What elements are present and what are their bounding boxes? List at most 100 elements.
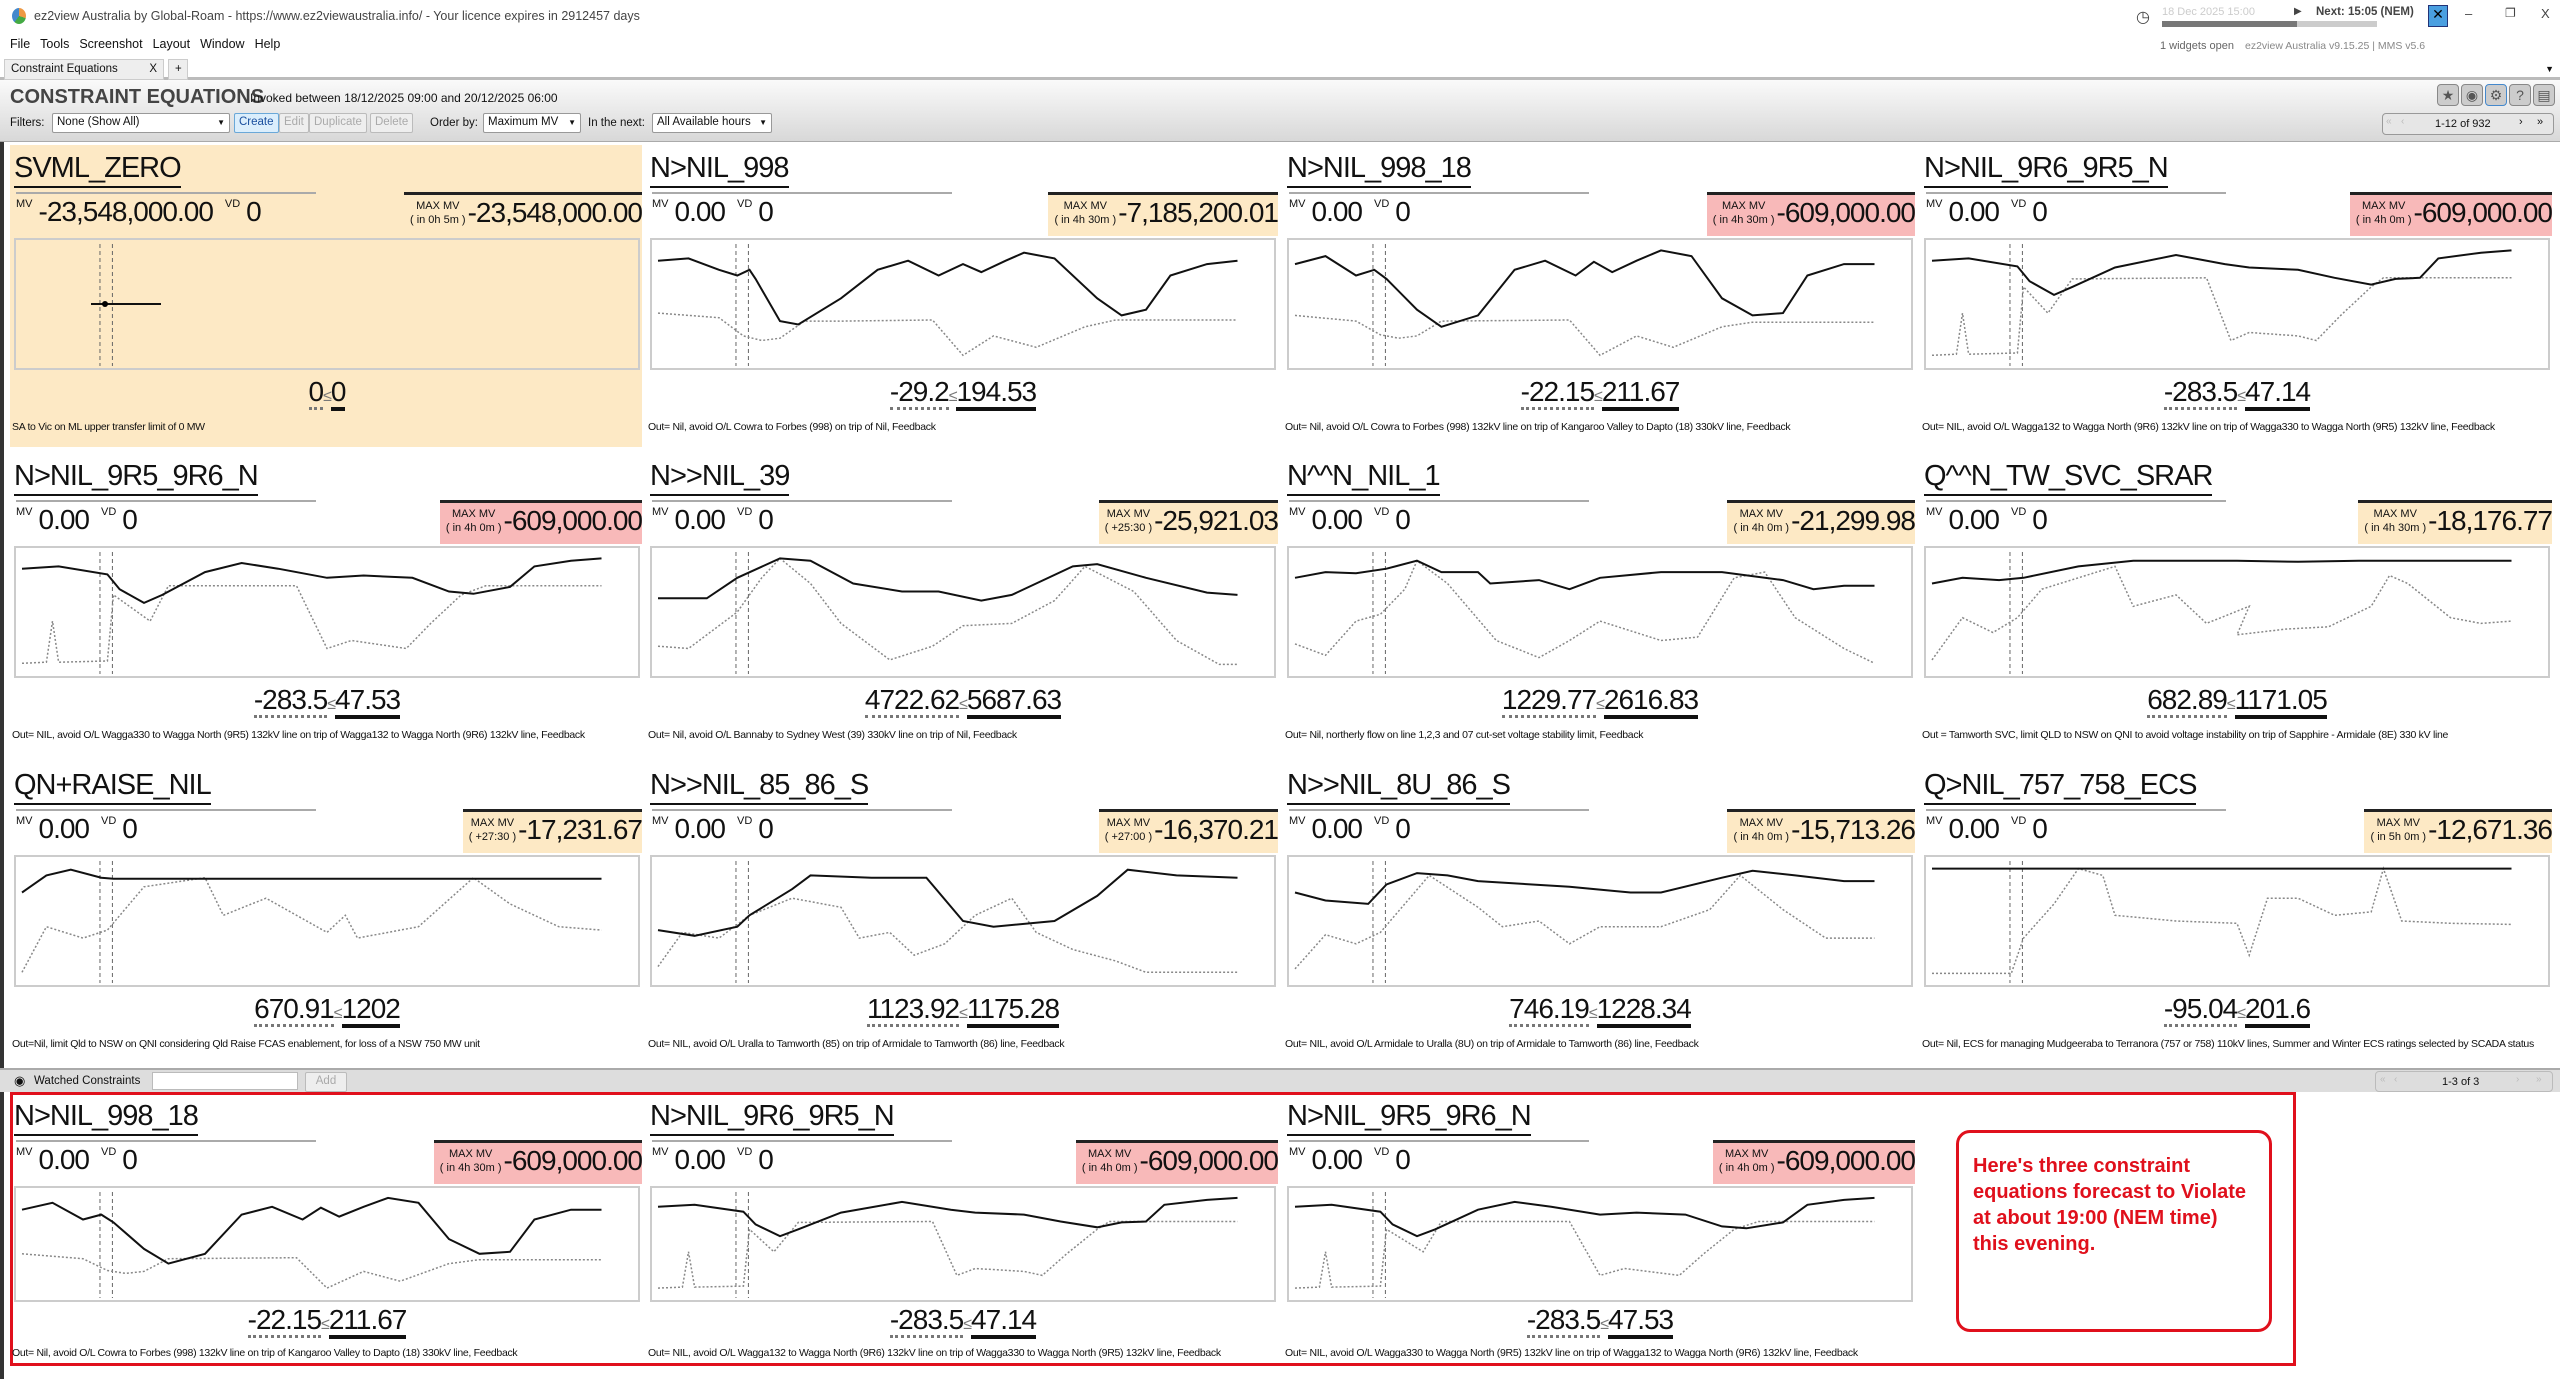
create-button[interactable]: Create bbox=[234, 113, 279, 133]
order-by-select[interactable]: Maximum MV ▼ bbox=[483, 113, 581, 133]
constraint-sparkline[interactable] bbox=[1287, 855, 1913, 987]
constraint-sparkline[interactable] bbox=[1924, 546, 2550, 678]
constraint-sparkline[interactable] bbox=[14, 1186, 640, 1302]
edit-button[interactable]: Edit bbox=[279, 113, 309, 133]
comment-icon[interactable]: ▤ bbox=[2533, 84, 2555, 106]
constraint-card[interactable]: N>>NIL_8U_86_S MV 0.00 VD 0 MAX MV ( in 4h 0m … bbox=[1285, 767, 1916, 1067]
constraint-sparkline[interactable] bbox=[650, 238, 1276, 370]
add-watch-button[interactable]: Add bbox=[305, 1072, 347, 1092]
constraint-sparkline[interactable] bbox=[14, 855, 640, 987]
constraint-card[interactable]: N>NIL_9R5_9R6_N MV 0.00 VD 0 MAX MV ( in 4h 0m… bbox=[1285, 1098, 1916, 1398]
add-tab-button[interactable]: + bbox=[168, 59, 188, 80]
duplicate-button[interactable]: Duplicate bbox=[309, 113, 367, 133]
mv-label: MV bbox=[1289, 1146, 1306, 1158]
constraint-sparkline[interactable] bbox=[1924, 855, 2550, 987]
close-button[interactable]: X bbox=[2541, 6, 2550, 21]
constraint-card[interactable]: N>>NIL_39 MV 0.00 VD 0 MAX MV ( +25:30 ) -25,92… bbox=[648, 458, 1279, 758]
constraint-id-link[interactable]: N>NIL_9R6_9R5_N bbox=[650, 1098, 895, 1136]
pin-icon[interactable]: ✕ bbox=[2428, 5, 2448, 27]
watch-constraint-input[interactable] bbox=[152, 1072, 298, 1090]
next-page-button[interactable]: › bbox=[2519, 116, 2523, 128]
play-icon[interactable]: ▶ bbox=[2294, 6, 2302, 17]
last-page-button[interactable]: » bbox=[2536, 1074, 2542, 1085]
favourite-star-icon[interactable]: ★ bbox=[2437, 84, 2459, 106]
constraint-card[interactable]: Q^^N_TW_SVC_SRAR MV 0.00 VD 0 MAX MV ( in 4h 3… bbox=[1922, 458, 2553, 758]
constraint-card[interactable]: QN+RAISE_NIL MV 0.00 VD 0 MAX MV ( +27:30 ) -17… bbox=[12, 767, 643, 1067]
constraint-card[interactable]: N>NIL_998 MV 0.00 VD 0 MAX MV ( in 4h 30m ) -7,… bbox=[648, 150, 1279, 450]
constraint-id-link[interactable]: Q>NIL_757_758_ECS bbox=[1924, 767, 2197, 805]
constraint-sparkline[interactable] bbox=[650, 546, 1276, 678]
constraint-id-link[interactable]: N>>NIL_39 bbox=[650, 458, 790, 496]
constraint-id-link[interactable]: Q^^N_TW_SVC_SRAR bbox=[1924, 458, 2213, 496]
constraint-sparkline[interactable] bbox=[1287, 238, 1913, 370]
menu-screenshot[interactable]: Screenshot bbox=[79, 37, 143, 51]
constraint-id-link[interactable]: N>>NIL_85_86_S bbox=[650, 767, 869, 805]
rhs-value: 47.53 bbox=[335, 684, 401, 719]
order-by-label: Order by: bbox=[430, 117, 478, 129]
mv-value: 0.00 bbox=[38, 1144, 90, 1175]
constraint-card[interactable]: N>NIL_998_18 MV 0.00 VD 0 MAX MV ( in 4h 30m )… bbox=[1285, 150, 1916, 450]
constraint-id-link[interactable]: N>NIL_9R5_9R6_N bbox=[1287, 1098, 1532, 1136]
menu-file[interactable]: File bbox=[10, 37, 31, 51]
constraint-card[interactable]: N>NIL_9R6_9R5_N MV 0.00 VD 0 MAX MV ( in 4h 0m… bbox=[648, 1098, 1279, 1398]
max-mv-value: -15,713.26 bbox=[1791, 814, 1916, 845]
constraint-sparkline[interactable] bbox=[1287, 546, 1913, 678]
time-slider[interactable] bbox=[2162, 21, 2297, 27]
constraint-id-link[interactable]: N>>NIL_8U_86_S bbox=[1287, 767, 1511, 805]
menu-window[interactable]: Window bbox=[200, 37, 245, 51]
constraint-id-link[interactable]: N>NIL_9R5_9R6_N bbox=[14, 458, 259, 496]
max-mv-box: MAX MV ( +27:30 ) -17,231.67 bbox=[462, 809, 643, 853]
constraint-id-link[interactable]: N>NIL_998_18 bbox=[14, 1098, 199, 1136]
tab-menu-chevron-icon[interactable]: ▼ bbox=[2545, 64, 2554, 74]
constraint-sparkline[interactable] bbox=[650, 855, 1276, 987]
constraint-sparkline[interactable] bbox=[14, 546, 640, 678]
lhs-rhs-readout: -283.5≤47.14 bbox=[648, 1304, 1278, 1339]
time-slider-future[interactable] bbox=[2297, 21, 2377, 27]
widget-toolbar: CONSTRAINT EQUATIONS Invoked between 18/… bbox=[0, 80, 2560, 142]
constraint-card[interactable]: N>NIL_9R6_9R5_N MV 0.00 VD 0 MAX MV ( in 4h 0m… bbox=[1922, 150, 2553, 450]
help-icon[interactable]: ? bbox=[2509, 84, 2531, 106]
gear-icon[interactable]: ⚙ bbox=[2485, 84, 2507, 106]
menu-tools[interactable]: Tools bbox=[40, 37, 70, 51]
vd-label: VD bbox=[2011, 815, 2027, 827]
constraint-card[interactable]: N>NIL_9R5_9R6_N MV 0.00 VD 0 MAX MV ( in 4h 0m… bbox=[12, 458, 643, 758]
first-page-button[interactable]: « bbox=[2380, 1074, 2386, 1085]
next-page-button[interactable]: › bbox=[2516, 1074, 2520, 1085]
filter-select[interactable]: None (Show All) ▼ bbox=[52, 113, 230, 133]
constraint-card[interactable]: N>NIL_998_18 MV 0.00 VD 0 MAX MV ( in 4h 30m )… bbox=[12, 1098, 643, 1398]
delete-button[interactable]: Delete bbox=[370, 113, 414, 133]
constraint-card[interactable]: SVML_ZERO MV -23,548,000.00 VD 0 MAX MV ( in 0… bbox=[12, 150, 643, 450]
constraint-id-link[interactable]: N^^N_NIL_1 bbox=[1287, 458, 1441, 496]
constraint-id-link[interactable]: QN+RAISE_NIL bbox=[14, 767, 212, 805]
menu-help[interactable]: Help bbox=[254, 37, 281, 51]
constraint-card[interactable]: N^^N_NIL_1 MV 0.00 VD 0 MAX MV ( in 4h 0m ) -21… bbox=[1285, 458, 1916, 758]
tab-constraint-equations[interactable]: Constraint Equations X bbox=[4, 59, 164, 80]
prev-page-button[interactable]: ‹ bbox=[2394, 1074, 2398, 1085]
constraint-sparkline[interactable] bbox=[1924, 238, 2550, 370]
constraint-sparkline[interactable] bbox=[1287, 1186, 1913, 1302]
restore-button[interactable]: ❐ bbox=[2505, 6, 2516, 20]
prev-page-button[interactable]: ‹ bbox=[2401, 116, 2405, 127]
minimize-button[interactable]: – bbox=[2465, 6, 2473, 21]
less-equal-symbol: ≤ bbox=[333, 1005, 343, 1022]
lhs-series-line bbox=[21, 585, 602, 665]
menu-layout[interactable]: Layout bbox=[152, 37, 191, 51]
tab-close-icon[interactable]: X bbox=[149, 63, 157, 75]
constraint-id-link[interactable]: SVML_ZERO bbox=[14, 150, 182, 188]
lhs-rhs-readout: -22.15≤211.67 bbox=[12, 1304, 642, 1339]
constraint-id-link[interactable]: N>NIL_9R6_9R5_N bbox=[1924, 150, 2169, 188]
constraint-card[interactable]: Q>NIL_757_758_ECS MV 0.00 VD 0 MAX MV ( in 5h … bbox=[1922, 767, 2553, 1067]
next-dispatch-dropdown[interactable]: Next: 15:05 (NEM) bbox=[2316, 6, 2414, 18]
last-page-button[interactable]: » bbox=[2537, 116, 2544, 128]
constraint-id-link[interactable]: N>NIL_998 bbox=[650, 150, 790, 188]
in-next-select[interactable]: All Available hours ▼ bbox=[652, 113, 772, 133]
constraint-card[interactable]: N>>NIL_85_86_S MV 0.00 VD 0 MAX MV ( +27:00 ) -… bbox=[648, 767, 1279, 1067]
constraint-sparkline[interactable] bbox=[14, 238, 640, 370]
constraint-sparkline[interactable] bbox=[650, 1186, 1276, 1302]
camera-icon[interactable]: ◉ bbox=[2461, 84, 2483, 106]
max-mv-label-group: MAX MV ( +27:00 ) bbox=[1105, 816, 1152, 844]
lhs-series-line bbox=[21, 1253, 602, 1289]
first-page-button[interactable]: « bbox=[2386, 116, 2392, 127]
constraint-id-link[interactable]: N>NIL_998_18 bbox=[1287, 150, 1472, 188]
vd-label: VD bbox=[1374, 815, 1390, 827]
